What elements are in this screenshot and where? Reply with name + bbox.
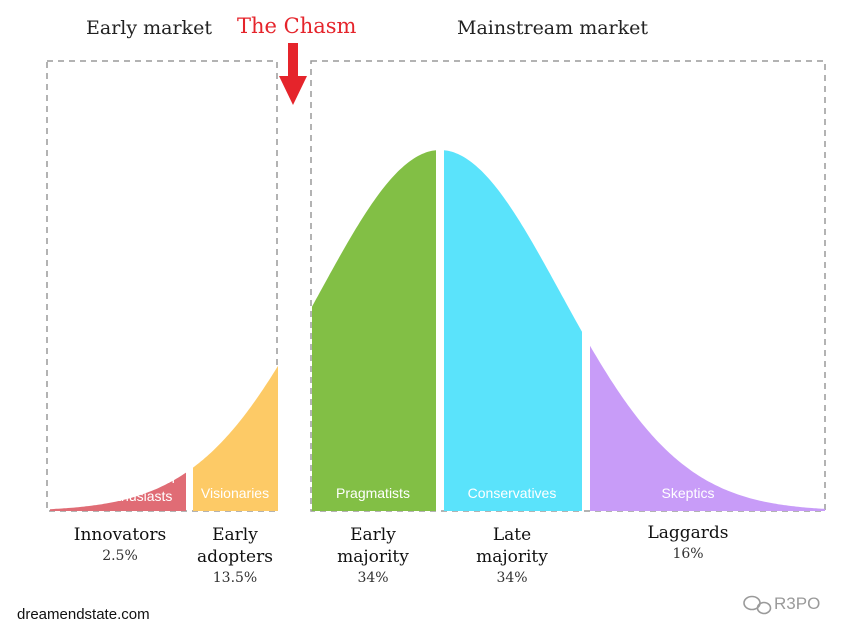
mainstream-market-title: Mainstream market xyxy=(457,17,649,39)
skeptics-label: Skeptics xyxy=(662,485,715,501)
visionaries-label: Visionaries xyxy=(201,485,269,501)
laggards-area xyxy=(590,345,825,511)
innovators-area xyxy=(50,472,186,511)
innovators-label: Innovators 2.5% xyxy=(73,525,167,564)
tech-label-line1: Tech xyxy=(145,470,175,486)
tech-label-line2: enthusiasts xyxy=(102,488,173,504)
late-majority-area xyxy=(444,150,582,511)
chasm-arrow-icon xyxy=(279,43,307,105)
late-majority-label: Late majority 34% xyxy=(476,525,548,586)
early-adopters-label: Early adopters 13.5% xyxy=(197,525,273,586)
early-majority-area xyxy=(312,150,436,511)
chasm-title: The Chasm xyxy=(237,14,357,38)
early-adopters-area xyxy=(193,365,278,511)
watermark-text: R3PO xyxy=(774,594,821,613)
early-market-title: Early market xyxy=(86,17,212,39)
laggards-label: Laggards 16% xyxy=(647,523,729,562)
pragmatists-label: Pragmatists xyxy=(336,485,410,501)
conservatives-label: Conservatives xyxy=(468,485,557,501)
wechat-icon xyxy=(743,595,772,615)
early-majority-label: Early majority 34% xyxy=(337,525,409,586)
source-credit: dreamendstate.com xyxy=(17,606,150,623)
